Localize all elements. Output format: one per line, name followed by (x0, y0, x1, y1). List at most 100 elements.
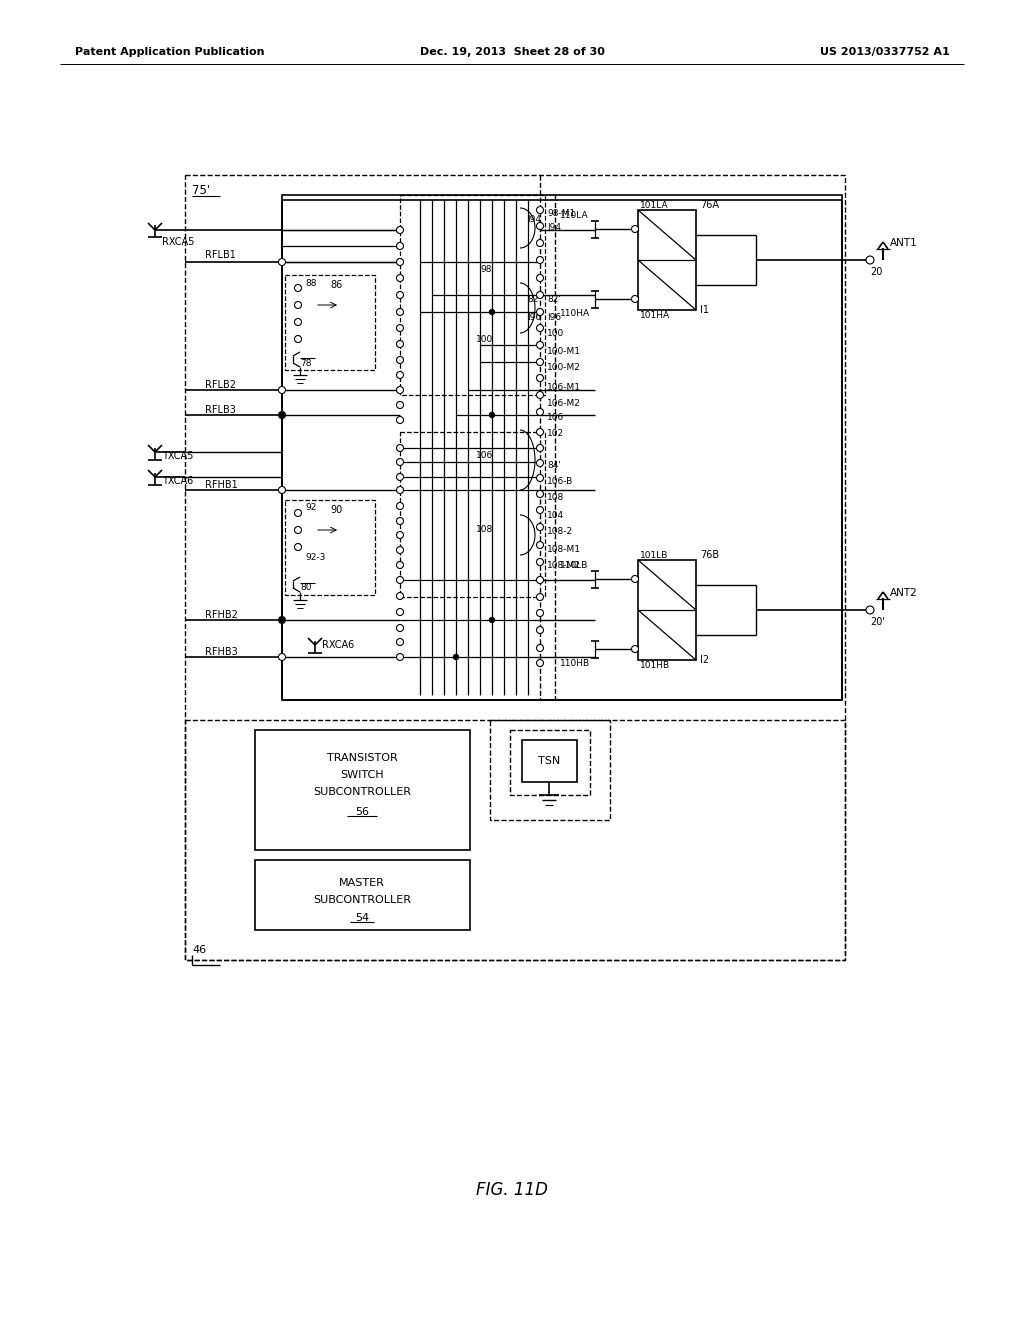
Text: 75': 75' (193, 183, 210, 197)
Circle shape (279, 412, 286, 418)
Text: 92: 92 (305, 503, 316, 512)
Text: 106-M2: 106-M2 (547, 400, 581, 408)
Circle shape (632, 576, 639, 582)
Text: Patent Application Publication: Patent Application Publication (75, 48, 264, 57)
Text: 110HA: 110HA (560, 309, 590, 318)
Bar (522, 741, 577, 781)
Text: US 2013/0337752 A1: US 2013/0337752 A1 (820, 48, 950, 57)
Text: 108-M2: 108-M2 (547, 561, 581, 570)
Text: 110LB: 110LB (560, 561, 589, 569)
Circle shape (396, 503, 403, 510)
Text: RXCA5: RXCA5 (162, 238, 195, 247)
Text: 106-B: 106-B (547, 477, 573, 486)
Circle shape (454, 655, 459, 660)
Circle shape (396, 309, 403, 315)
Circle shape (396, 487, 403, 494)
Circle shape (537, 292, 544, 298)
Circle shape (279, 616, 286, 623)
Circle shape (279, 259, 286, 265)
Circle shape (632, 645, 639, 652)
Text: RFHB1: RFHB1 (205, 480, 238, 490)
Text: 100: 100 (547, 330, 564, 338)
Text: 82': 82' (547, 296, 561, 305)
Text: 101HB: 101HB (640, 660, 670, 669)
Text: 106: 106 (547, 413, 564, 422)
Circle shape (537, 644, 544, 652)
Circle shape (632, 226, 639, 232)
Circle shape (396, 275, 403, 281)
Circle shape (537, 558, 544, 565)
Text: I96: I96 (547, 313, 561, 322)
Text: 108-M1: 108-M1 (547, 544, 581, 553)
Text: 110LA: 110LA (560, 210, 589, 219)
Text: 101LA: 101LA (640, 201, 669, 210)
Bar (255, 730, 470, 850)
Circle shape (396, 387, 403, 393)
Circle shape (396, 474, 403, 480)
Text: MASTER: MASTER (339, 878, 385, 888)
Text: RFLB2: RFLB2 (205, 380, 236, 389)
Circle shape (396, 259, 403, 265)
Circle shape (396, 532, 403, 539)
Text: SWITCH: SWITCH (340, 770, 384, 780)
Text: 101HA: 101HA (640, 310, 670, 319)
Circle shape (632, 296, 639, 302)
Text: 20: 20 (870, 267, 883, 277)
Circle shape (537, 359, 544, 366)
Bar (185, 719, 845, 960)
Circle shape (489, 412, 495, 417)
Circle shape (280, 412, 285, 417)
Text: I94: I94 (547, 223, 561, 232)
Text: 102: 102 (547, 429, 564, 438)
Text: 20': 20' (870, 616, 885, 627)
Circle shape (295, 335, 301, 342)
Circle shape (537, 275, 544, 281)
Circle shape (537, 206, 544, 214)
Text: 78: 78 (300, 359, 311, 367)
Circle shape (537, 474, 544, 482)
Text: RFHB2: RFHB2 (205, 610, 238, 620)
Text: 76B: 76B (700, 550, 719, 560)
Bar (285, 275, 375, 370)
Text: 54: 54 (355, 913, 369, 923)
Circle shape (279, 653, 286, 660)
Circle shape (280, 618, 285, 623)
Text: 84': 84' (547, 461, 561, 470)
Circle shape (537, 408, 544, 416)
Circle shape (489, 309, 495, 314)
Circle shape (537, 375, 544, 381)
Circle shape (396, 356, 403, 363)
Circle shape (279, 487, 286, 494)
Circle shape (396, 546, 403, 553)
Circle shape (537, 256, 544, 264)
Circle shape (537, 524, 544, 531)
Text: RXCA6: RXCA6 (322, 640, 354, 649)
Text: 56: 56 (355, 807, 369, 817)
Text: TXCA6: TXCA6 (162, 477, 194, 486)
Text: FIG. 11D: FIG. 11D (476, 1181, 548, 1199)
Circle shape (537, 577, 544, 583)
Text: RFHB3: RFHB3 (205, 647, 238, 657)
Circle shape (866, 256, 874, 264)
Text: TRANSISTOR: TRANSISTOR (327, 752, 397, 763)
Circle shape (295, 318, 301, 326)
Text: 101LB: 101LB (640, 550, 669, 560)
Circle shape (295, 527, 301, 533)
Text: 80: 80 (300, 583, 311, 593)
Circle shape (396, 593, 403, 599)
Circle shape (396, 517, 403, 524)
Circle shape (537, 541, 544, 549)
Text: TXCA5: TXCA5 (162, 451, 194, 461)
Bar (185, 176, 845, 960)
Text: 76A: 76A (700, 201, 719, 210)
Circle shape (537, 660, 544, 667)
Circle shape (489, 618, 495, 623)
Text: 98: 98 (480, 265, 492, 275)
Circle shape (396, 401, 403, 408)
Circle shape (396, 417, 403, 424)
Circle shape (537, 309, 544, 315)
Circle shape (396, 458, 403, 466)
Text: 82': 82' (527, 296, 541, 305)
Circle shape (396, 371, 403, 379)
Circle shape (396, 561, 403, 569)
